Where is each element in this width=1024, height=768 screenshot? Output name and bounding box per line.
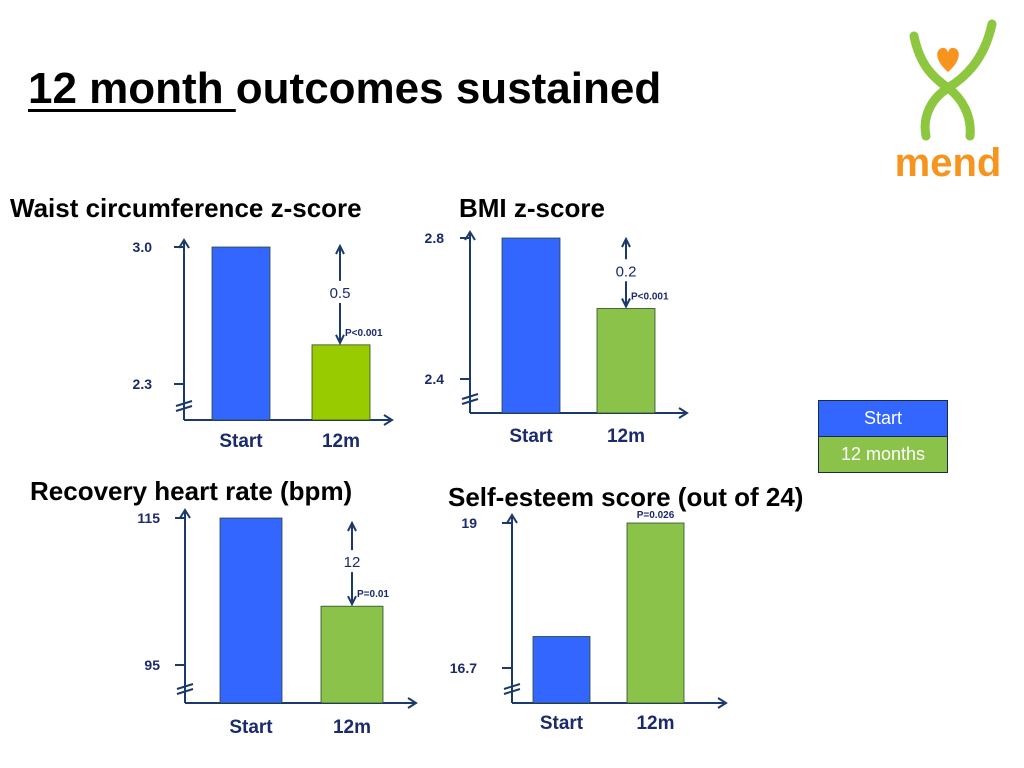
logo-figure-icon bbox=[909, 19, 997, 141]
slide-title-rest: outcomes sustained bbox=[235, 64, 662, 113]
logo-text: mend bbox=[895, 141, 1002, 185]
bar bbox=[211, 246, 271, 421]
chart-title-self-esteem: Self-esteem score (out of 24) bbox=[448, 482, 804, 512]
x-tick-label: 12m bbox=[607, 426, 645, 447]
y-tick-label: 19 bbox=[461, 515, 477, 531]
y-tick-label: 2.3 bbox=[133, 376, 153, 392]
legend-item-start: Start bbox=[819, 401, 947, 436]
difference-label: 0.5 bbox=[330, 285, 351, 302]
y-tick-label: 115 bbox=[137, 510, 160, 526]
difference-label-bg bbox=[336, 550, 368, 573]
legend-item-12-months: 12 months bbox=[819, 436, 947, 472]
slide-title-underlined: 12 month bbox=[28, 64, 236, 113]
x-tick-label: 12m bbox=[636, 713, 674, 734]
axis-break-mark bbox=[175, 405, 193, 412]
bar bbox=[501, 237, 561, 414]
y-tick-label: 3.0 bbox=[133, 239, 153, 255]
logo-heart-icon bbox=[937, 47, 959, 72]
difference-arrow-down-icon bbox=[335, 334, 345, 346]
axis-break-mark bbox=[175, 400, 193, 407]
difference-arrow-down-icon bbox=[347, 595, 357, 607]
y-tick-label: 16.7 bbox=[450, 660, 477, 676]
y-axis-arrow-icon bbox=[178, 238, 190, 249]
legend: Start 12 months bbox=[818, 400, 948, 473]
x-axis-arrow-icon bbox=[717, 697, 728, 709]
chart-1 bbox=[460, 230, 689, 419]
x-axis-arrow-icon bbox=[383, 414, 394, 426]
difference-label: 12 bbox=[344, 554, 361, 571]
bar bbox=[626, 522, 685, 704]
x-tick-label: Start bbox=[219, 431, 263, 452]
bar bbox=[311, 344, 371, 421]
difference-arrow-up-icon bbox=[335, 243, 345, 255]
p-value-label: P=0.026 bbox=[637, 510, 675, 521]
p-value-label: P<0.001 bbox=[631, 292, 669, 303]
x-tick-label: Start bbox=[509, 426, 553, 447]
difference-arrow-up-icon bbox=[621, 236, 631, 248]
y-tick-label: 95 bbox=[144, 657, 160, 673]
difference-label: 0.2 bbox=[616, 263, 637, 280]
y-axis-arrow-icon bbox=[506, 513, 518, 524]
axis-break-mark bbox=[503, 683, 521, 690]
mend-logo: mend bbox=[895, 19, 1002, 185]
bar bbox=[532, 636, 591, 704]
chart-title-bmi: BMI z-score bbox=[459, 193, 605, 223]
x-axis-arrow-icon bbox=[407, 697, 418, 709]
x-tick-label: Start bbox=[540, 713, 584, 734]
difference-label-bg bbox=[324, 280, 356, 303]
x-tick-label: 12m bbox=[322, 431, 360, 452]
bar bbox=[596, 308, 656, 414]
y-axis-arrow-icon bbox=[179, 508, 191, 519]
x-tick-label: 12m bbox=[333, 717, 371, 738]
chart-title-heart-rate: Recovery heart rate (bpm) bbox=[30, 476, 353, 506]
difference-arrow-up-icon bbox=[347, 520, 357, 532]
bar bbox=[219, 517, 283, 704]
p-value-label: P<0.001 bbox=[345, 328, 383, 339]
axis-break-mark bbox=[461, 398, 479, 405]
bar bbox=[320, 605, 384, 704]
y-tick-label: 2.8 bbox=[425, 230, 445, 246]
chart-3 bbox=[502, 513, 728, 709]
axis-break-mark bbox=[176, 683, 194, 690]
x-axis-arrow-icon bbox=[678, 407, 689, 419]
p-value-label: P=0.01 bbox=[357, 589, 389, 600]
axis-break-mark bbox=[503, 688, 521, 695]
y-tick-label: 2.4 bbox=[425, 371, 445, 387]
axis-break-mark bbox=[176, 688, 194, 695]
difference-label-bg bbox=[610, 259, 642, 282]
chart-0 bbox=[174, 238, 394, 426]
difference-arrow-down-icon bbox=[621, 298, 631, 309]
slide-title: 12 month outcomes sustained bbox=[28, 64, 661, 114]
x-tick-label: Start bbox=[229, 717, 273, 738]
chart-2 bbox=[175, 508, 418, 709]
chart-title-waist: Waist circumference z-score bbox=[10, 193, 362, 223]
axis-break-mark bbox=[461, 393, 479, 400]
